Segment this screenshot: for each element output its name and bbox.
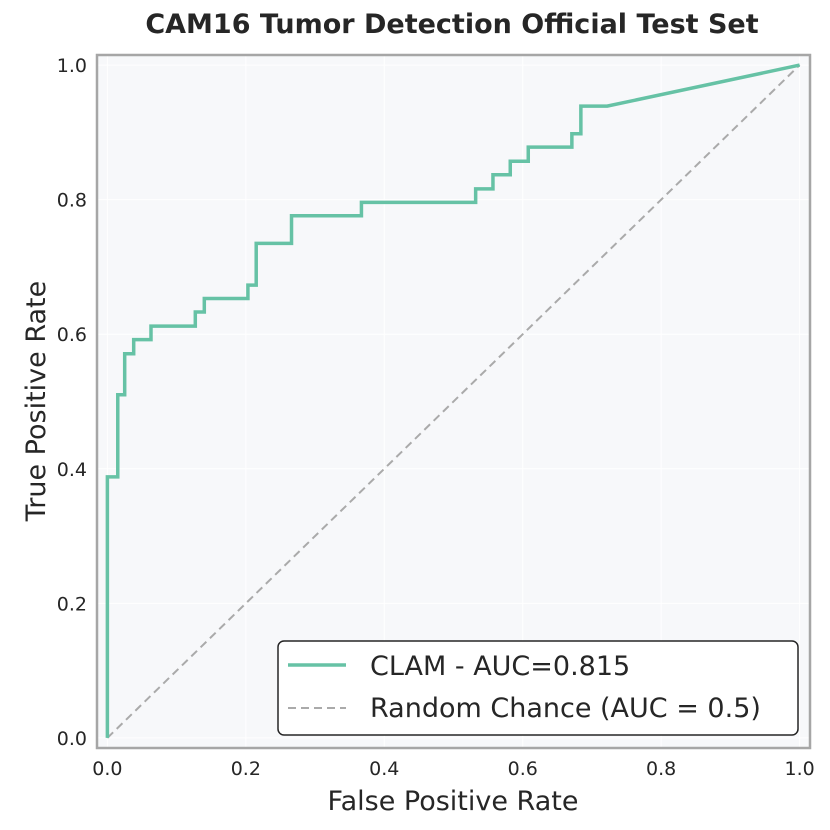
series-layer [105, 63, 801, 739]
legend: CLAM - AUC=0.815 Random Chance (AUC = 0.… [277, 640, 799, 736]
plot-frame [95, 53, 812, 750]
x-tick-label: 0.4 [369, 758, 399, 780]
y-tick-label: 0.0 [57, 728, 87, 750]
grid-lines [97, 55, 810, 748]
random-chance-line [106, 64, 801, 739]
y-tick-label: 0.2 [57, 593, 87, 615]
x-axis-label: False Positive Rate [328, 786, 579, 817]
x-tick-label: 0.8 [646, 758, 676, 780]
legend-box [277, 640, 799, 736]
y-axis-label: True Positive Rate [21, 281, 52, 523]
y-tick-label: 0.6 [57, 324, 87, 346]
y-tick-label: 0.8 [57, 190, 87, 212]
y-axis-ticks: 0.0 0.2 0.4 0.6 0.8 1.0 [57, 55, 87, 750]
x-axis-ticks: 0.0 0.2 0.4 0.6 0.8 1.0 [92, 758, 814, 780]
x-tick-label: 0.0 [92, 758, 122, 780]
y-tick-label: 1.0 [57, 55, 87, 77]
x-tick-label: 0.2 [231, 758, 261, 780]
roc-curve-clam [105, 63, 800, 738]
x-tick-label: 0.6 [508, 758, 538, 780]
y-tick-label: 0.4 [57, 459, 87, 481]
legend-label-random-chance: Random Chance (AUC = 0.5) [370, 693, 761, 724]
chart-title: CAM16 Tumor Detection Official Test Set [145, 9, 758, 40]
legend-label-clam: CLAM - AUC=0.815 [370, 651, 630, 682]
x-tick-label: 1.0 [785, 758, 815, 780]
